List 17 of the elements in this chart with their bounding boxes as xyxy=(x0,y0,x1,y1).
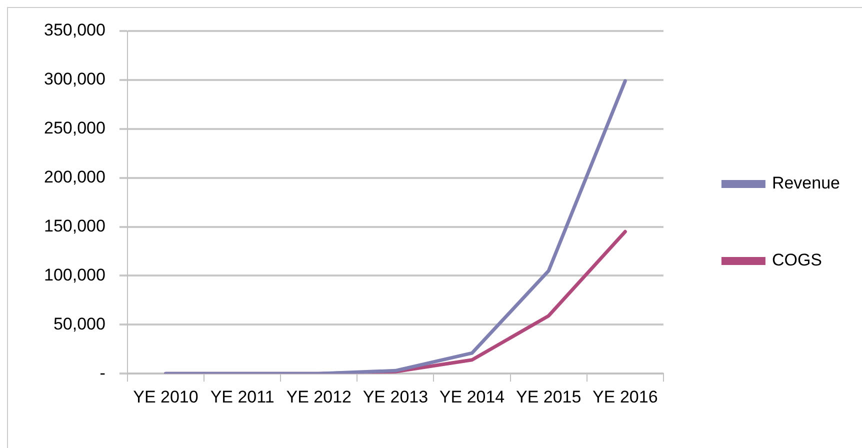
y-tick-label: 200,000 xyxy=(44,168,106,187)
x-tick-label: YE 2011 xyxy=(210,387,274,406)
x-tick-label: YE 2016 xyxy=(592,387,658,406)
y-tick-label: 50,000 xyxy=(53,314,106,334)
x-tick-label: YE 2012 xyxy=(286,387,352,406)
legend-label: Revenue xyxy=(772,174,840,193)
legend-label: COGS xyxy=(772,250,822,270)
x-tick-label: YE 2014 xyxy=(439,387,505,406)
y-tick-label: 350,000 xyxy=(44,20,106,40)
y-tick-label: 250,000 xyxy=(44,118,106,138)
y-tick-label: 300,000 xyxy=(44,70,106,89)
x-tick-label: YE 2013 xyxy=(362,387,428,406)
y-tick-label: 150,000 xyxy=(44,216,106,236)
y-tick-label: 100,000 xyxy=(44,265,106,284)
x-tick-label: YE 2015 xyxy=(516,387,582,406)
x-tick-label: YE 2010 xyxy=(133,387,198,406)
y-tick-label: - xyxy=(100,363,106,382)
